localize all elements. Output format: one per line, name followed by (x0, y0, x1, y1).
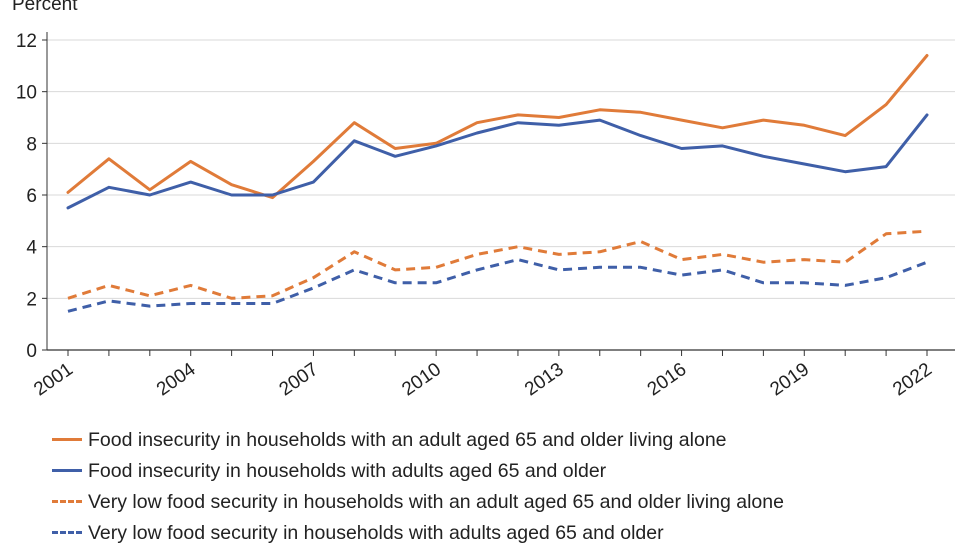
x-tick-label-2016: 2016 (644, 359, 691, 400)
x-tick-label-2004: 2004 (153, 359, 200, 401)
y-tick-label-2: 2 (26, 289, 37, 310)
line-chart: 0 2 4 6 8 10 12 2001 2004 2007 2010 2013 2016 2019 202… (16, 31, 955, 401)
x-tick-label-2010: 2010 (398, 359, 445, 400)
y-tick-label-12: 12 (16, 31, 37, 52)
legend-label-4: Very low food security in households wit… (88, 522, 664, 544)
series-line-2 (66, 113, 929, 210)
legend-label-2: Food insecurity in households with adult… (88, 460, 607, 482)
y-tick-label-10: 10 (16, 83, 37, 104)
legend-label-1: Food insecurity in households with an ad… (88, 429, 727, 451)
x-tick-label-2007: 2007 (276, 359, 323, 400)
legend-swatch-2 (52, 469, 82, 472)
series-line-1 (66, 54, 929, 200)
y-tick-label-8: 8 (26, 134, 37, 155)
legend-swatch-4 (52, 531, 82, 534)
legend-label-3: Very low food security in households wit… (88, 491, 784, 513)
legend-swatch-3 (52, 500, 82, 503)
y-tick-label-6: 6 (26, 186, 37, 207)
series-line-3 (67, 229, 928, 300)
legend-swatch-1 (52, 438, 82, 441)
y-tick-label-4: 4 (26, 238, 37, 259)
x-tick-label-2013: 2013 (521, 359, 568, 400)
series-line-4 (67, 258, 928, 313)
x-tick-label-2022: 2022 (889, 359, 936, 400)
x-tick-label-2019: 2019 (766, 359, 813, 400)
x-tick-label-2001: 2001 (30, 359, 77, 400)
y-axis-label: Percent (12, 0, 78, 15)
y-tick-label-0: 0 (26, 341, 37, 362)
